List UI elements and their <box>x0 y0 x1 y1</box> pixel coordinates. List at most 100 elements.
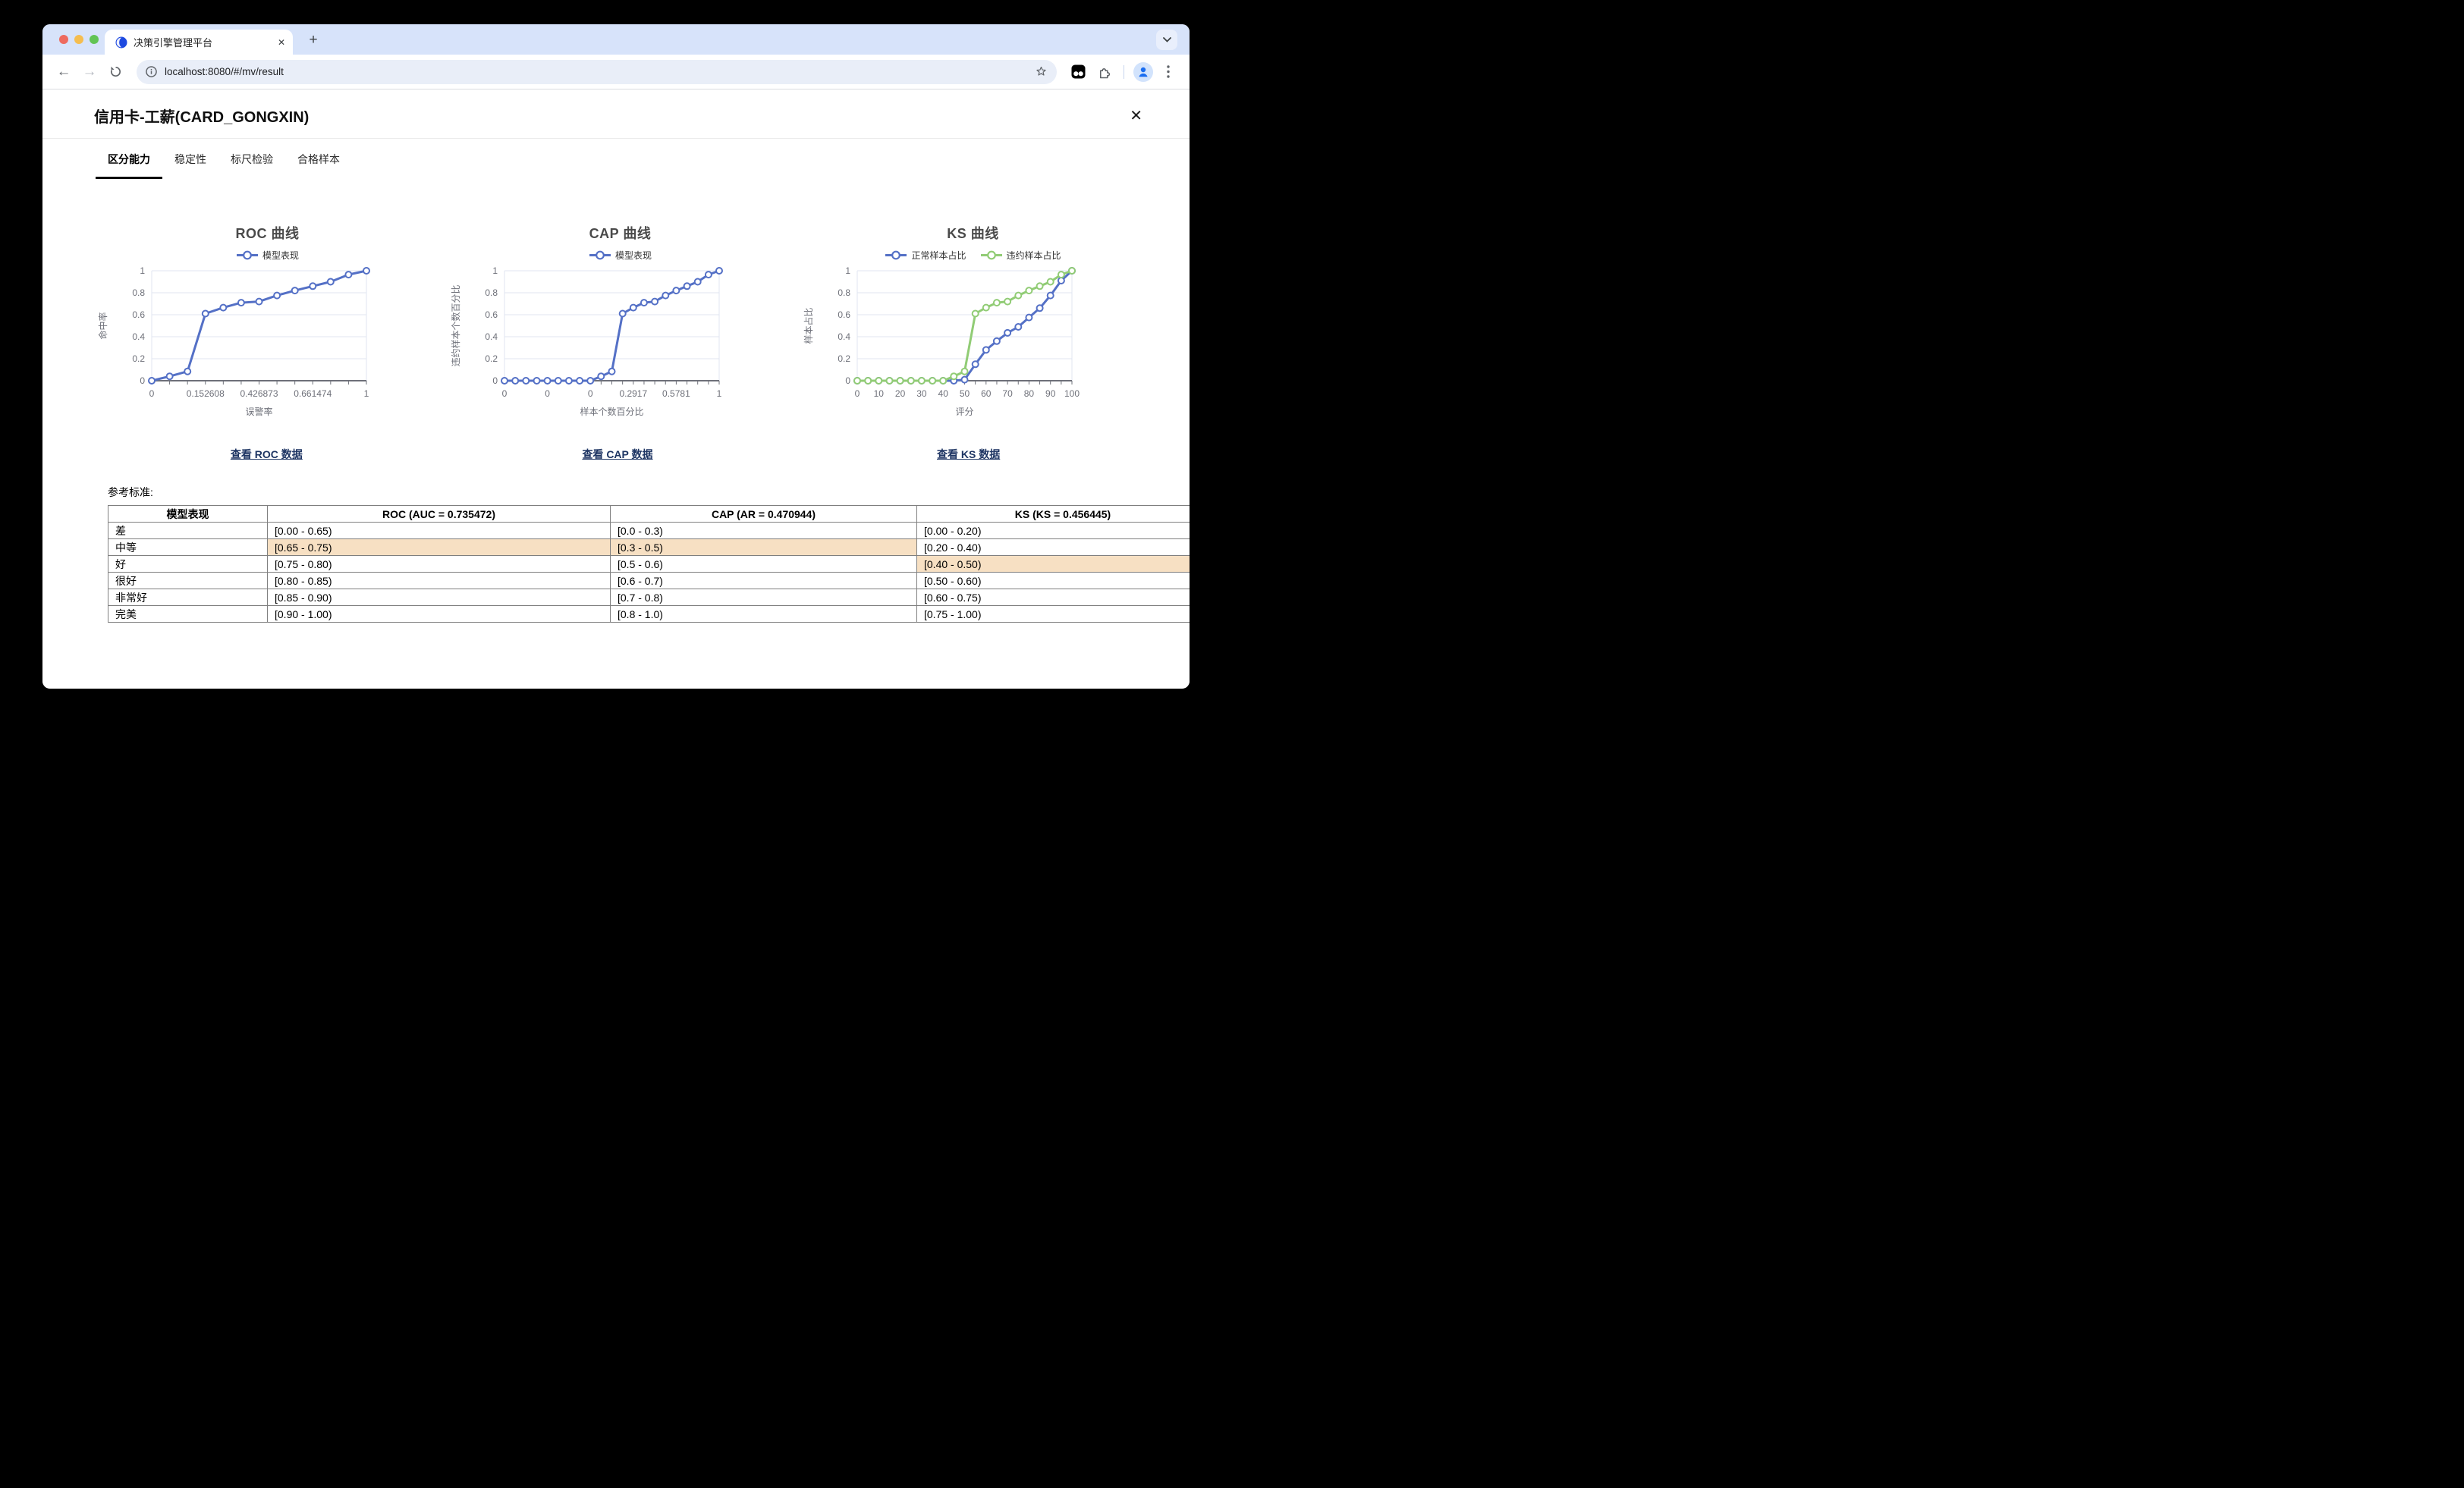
table-cell: [0.65 - 0.75) <box>267 538 611 556</box>
browser-tab[interactable]: 决策引擎管理平台 ✕ <box>105 30 293 55</box>
view-roc-data-link[interactable]: 查看 ROC 数据 <box>230 448 303 460</box>
tab-item-3[interactable]: 合格样本 <box>297 153 340 165</box>
svg-text:样本占比: 样本占比 <box>803 307 814 344</box>
chart-title: ROC 曲线 <box>235 226 300 241</box>
table-row-2: 好 [0.75 - 0.80) [0.5 - 0.6) [0.40 - 0.50) <box>108 555 1190 573</box>
tab-item-0[interactable]: 区分能力 <box>96 142 162 179</box>
back-icon[interactable]: ← <box>56 63 71 80</box>
tab-search-chevron-icon[interactable] <box>1156 30 1177 50</box>
svg-text:0.2: 0.2 <box>132 353 145 364</box>
view-ks-data-link[interactable]: 查看 KS 数据 <box>937 448 1001 460</box>
page-close-icon[interactable]: ✕ <box>1130 107 1142 124</box>
table-row-0: 差 [0.00 - 0.65) [0.0 - 0.3) [0.00 - 0.20) <box>108 522 1190 539</box>
table-row-4: 非常好 [0.85 - 0.90) [0.7 - 0.8) [0.60 - 0.75) <box>108 589 1190 606</box>
page-tabs: 区分能力 稳定性 标尺检验 合格样本 <box>96 142 1190 179</box>
svg-text:0: 0 <box>502 388 508 399</box>
svg-text:0.8: 0.8 <box>485 287 498 298</box>
table-cell: [0.50 - 0.60) <box>916 572 1190 589</box>
svg-text:0.6: 0.6 <box>132 309 145 320</box>
table-cell: [0.60 - 0.75) <box>916 589 1190 606</box>
chart-title: CAP 曲线 <box>589 226 652 241</box>
tab-item-1[interactable]: 稳定性 <box>174 153 206 165</box>
table-cell: 非常好 <box>108 589 268 606</box>
ks-plot: 00.20.40.60.810 10 20 30 40 50 60 70 80 90 100评分样本… <box>803 265 1080 417</box>
legend-item[interactable]: 正常样本占比 <box>885 249 966 262</box>
browser-window: 决策引擎管理平台 ✕ + ← → <box>42 24 1190 689</box>
site-info-icon[interactable] <box>146 66 157 77</box>
svg-text:0: 0 <box>545 388 550 399</box>
svg-text:0.5781: 0.5781 <box>662 388 690 399</box>
svg-text:0.2: 0.2 <box>838 353 850 364</box>
table-cell: [0.80 - 0.85) <box>267 572 611 589</box>
zoom-window-button[interactable] <box>90 35 99 44</box>
chart-title: KS 曲线 <box>947 226 999 241</box>
table-header-cell-3: KS (KS = 0.456445) <box>916 505 1190 523</box>
menu-kebab-icon[interactable] <box>1158 61 1179 83</box>
chart-legend: 模型表现 <box>589 249 652 262</box>
tab-close-icon[interactable]: ✕ <box>277 36 285 48</box>
legend-item[interactable]: 模型表现 <box>236 249 299 262</box>
svg-text:10: 10 <box>874 388 885 399</box>
ks-chart: KS 曲线 正常样本占比 违约样本占比 0 0.2 0.4 0.6 0.8 1 0 10 20 30… <box>797 223 1149 419</box>
svg-text:1: 1 <box>364 388 369 399</box>
svg-text:0: 0 <box>588 388 593 399</box>
table-cell: 中等 <box>108 538 268 556</box>
data-links-row: 查看 ROC 数据 查看 CAP 数据 查看 KS 数据 <box>91 447 1144 462</box>
bookmark-star-icon[interactable] <box>1035 65 1048 78</box>
reference-table: 模型表现 ROC (AUC = 0.735472) CAP (AR = 0.4709… <box>108 505 1190 623</box>
table-cell: [0.5 - 0.6) <box>610 555 917 573</box>
extension-tampermonkey-icon[interactable] <box>1067 61 1089 83</box>
svg-text:0.426873: 0.426873 <box>240 388 278 399</box>
charts-row: ROC 曲线 模型表现 0 0.2 0.4 0.6 0.8 1 0 0.152608 0.426… <box>91 223 1144 419</box>
table-header-row: 模型表现 ROC (AUC = 0.735472) CAP (AR = 0.4709… <box>108 505 1190 523</box>
table-header-cell-1: ROC (AUC = 0.735472) <box>267 505 611 523</box>
svg-text:1: 1 <box>717 388 722 399</box>
table-row-5: 完美 [0.90 - 1.00) [0.8 - 1.0) [0.75 - 1.00) <box>108 605 1190 623</box>
header-divider <box>42 138 1190 139</box>
forward-icon[interactable]: → <box>82 63 97 80</box>
cap-plot: 00.20.40.60.810 0 0 0.2917 0.5781 1样本个数百分比违约样… <box>450 265 723 417</box>
cap-chart: CAP 曲线 模型表现 0 0.2 0.4 0.6 0.8 1 0 0 0 0.2917 0.578… <box>444 223 797 419</box>
svg-text:违约样本个数百分比: 违约样本个数百分比 <box>450 284 461 366</box>
reload-icon[interactable] <box>105 61 126 83</box>
svg-text:0.4: 0.4 <box>485 331 498 342</box>
svg-text:0: 0 <box>149 388 155 399</box>
svg-text:20: 20 <box>895 388 906 399</box>
table-row-1: 中等 [0.65 - 0.75) [0.3 - 0.5) [0.20 - 0.40) <box>108 538 1190 556</box>
view-cap-data-link[interactable]: 查看 CAP 数据 <box>582 448 653 460</box>
svg-text:0.8: 0.8 <box>132 287 145 298</box>
page-title: 信用卡-工薪(CARD_GONGXIN) <box>94 109 310 126</box>
svg-text:50: 50 <box>960 388 970 399</box>
table-cell: [0.6 - 0.7) <box>610 572 917 589</box>
table-cell: 差 <box>108 522 268 539</box>
legend-item[interactable]: 模型表现 <box>589 249 652 262</box>
omnibox[interactable] <box>137 59 1057 84</box>
svg-text:30: 30 <box>916 388 927 399</box>
svg-text:70: 70 <box>1002 388 1013 399</box>
new-tab-button[interactable]: + <box>309 32 318 48</box>
favicon <box>115 36 127 49</box>
svg-text:100: 100 <box>1064 388 1080 399</box>
svg-text:1: 1 <box>140 265 145 276</box>
legend-item[interactable]: 违约样本占比 <box>980 249 1061 262</box>
url-input[interactable] <box>163 65 1029 78</box>
minimize-window-button[interactable] <box>74 35 83 44</box>
close-window-button[interactable] <box>59 35 68 44</box>
table-cell: [0.85 - 0.90) <box>267 589 611 606</box>
extensions-puzzle-icon[interactable] <box>1093 61 1114 83</box>
svg-text:60: 60 <box>981 388 992 399</box>
svg-text:0.8: 0.8 <box>838 287 850 298</box>
browser-tabstrip: 决策引擎管理平台 ✕ + <box>42 24 1190 55</box>
table-header-cell-2: CAP (AR = 0.470944) <box>610 505 917 523</box>
table-cell: [0.90 - 1.00) <box>267 605 611 623</box>
tab-item-2[interactable]: 标尺检验 <box>231 153 273 165</box>
table-cell: [0.20 - 0.40) <box>916 538 1190 556</box>
page-header: 信用卡-工薪(CARD_GONGXIN) ✕ <box>42 89 1190 138</box>
svg-text:0.4: 0.4 <box>132 331 145 342</box>
roc-plot: 0 0.2 0.4 0.6 0.8 1 0 0.152608 0.426873 0.661474 1… <box>97 265 370 417</box>
svg-text:40: 40 <box>938 388 949 399</box>
profile-avatar[interactable] <box>1133 61 1153 82</box>
roc-chart: ROC 曲线 模型表现 0 0.2 0.4 0.6 0.8 1 0 0.152608 0.426… <box>91 223 444 419</box>
table-cell: [0.75 - 1.00) <box>916 605 1190 623</box>
svg-text:0.2: 0.2 <box>485 353 498 364</box>
